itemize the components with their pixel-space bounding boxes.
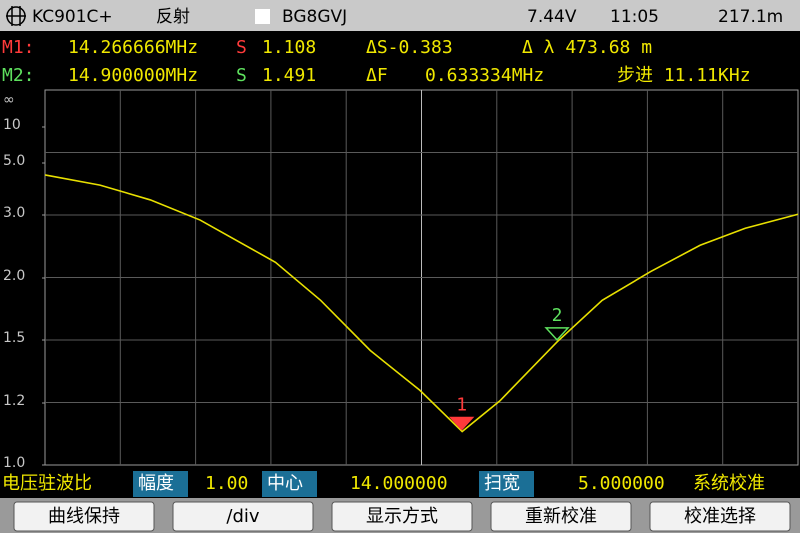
button-label[interactable]: /div: [226, 506, 259, 527]
delta-s: ΔS-0.383: [366, 37, 453, 58]
delta-f-value: 0.633334MHz: [425, 65, 544, 86]
center-value: 14.000000: [350, 473, 448, 494]
marker-label: M2:: [2, 65, 35, 86]
y-tick-label: 2.0: [3, 268, 25, 284]
y-top-label: ∞: [3, 92, 15, 108]
device-name: KC901C+: [32, 7, 113, 27]
button-label[interactable]: 校准选择: [684, 506, 756, 527]
marker-label: M1:: [2, 37, 35, 58]
s-value: 1.491: [262, 65, 316, 86]
marker: [544, 327, 570, 341]
s-value: 1.108: [262, 37, 316, 58]
delta-lambda: Δ λ 473.68 m: [522, 37, 652, 58]
extra: 217.1m: [718, 7, 783, 27]
marker-label: 1: [456, 395, 467, 416]
button[interactable]: [331, 501, 473, 532]
y-tick-label: 10: [3, 117, 21, 133]
button[interactable]: [649, 501, 791, 532]
s-label: S: [236, 65, 247, 86]
marker-freq: 14.266666MHz: [68, 37, 198, 58]
marker: [448, 416, 475, 431]
button-label[interactable]: 显示方式: [366, 506, 438, 527]
top-bar: [0, 0, 800, 31]
calibration[interactable]: 系统校准: [693, 473, 765, 494]
scale-value: 1.00: [205, 473, 248, 494]
status-square: [255, 9, 270, 24]
scale-label[interactable]: 幅度: [138, 473, 174, 494]
plot: 1.0 1.2 1.5 2.0 3.0 5.0 10 ∞ 1 2: [3, 89, 799, 471]
tab-bg: [133, 471, 188, 497]
tab-bg: [262, 471, 317, 497]
y-tick-label: 5.0: [3, 153, 25, 169]
mode: 反射: [156, 7, 190, 27]
s-label: S: [236, 37, 247, 58]
measure-title: 电压驻波比: [2, 473, 92, 494]
span-value: 5.000000: [578, 473, 665, 494]
marker-label: 2: [552, 305, 563, 326]
buttons: 曲线保持/div 显示方式 重新校准 校准选择: [13, 501, 791, 532]
y-tick-label: 3.0: [3, 205, 25, 221]
marker-freq: 14.900000MHz: [68, 65, 198, 86]
y-tick-label: 1.5: [3, 330, 25, 346]
button[interactable]: [172, 501, 314, 532]
delta-f: ΔF: [366, 65, 388, 86]
step: 步进 11.11KHz: [617, 65, 751, 86]
span-label[interactable]: 扫宽: [484, 473, 520, 494]
logo-icon: [6, 6, 26, 26]
time: 11:05: [610, 7, 659, 27]
y-tick-label: 1.2: [3, 393, 25, 409]
button-label[interactable]: 曲线保持: [48, 506, 120, 527]
callsign: BG8GVJ: [282, 7, 347, 27]
voltage: 7.44V: [527, 7, 577, 27]
y-tick-label: 1.0: [3, 455, 25, 471]
trace: [44, 174, 799, 433]
button[interactable]: [490, 501, 632, 532]
button[interactable]: [13, 501, 155, 532]
button-label[interactable]: 重新校准: [525, 506, 597, 527]
tab-bg: [479, 471, 534, 497]
center-label[interactable]: 中心: [267, 473, 303, 494]
